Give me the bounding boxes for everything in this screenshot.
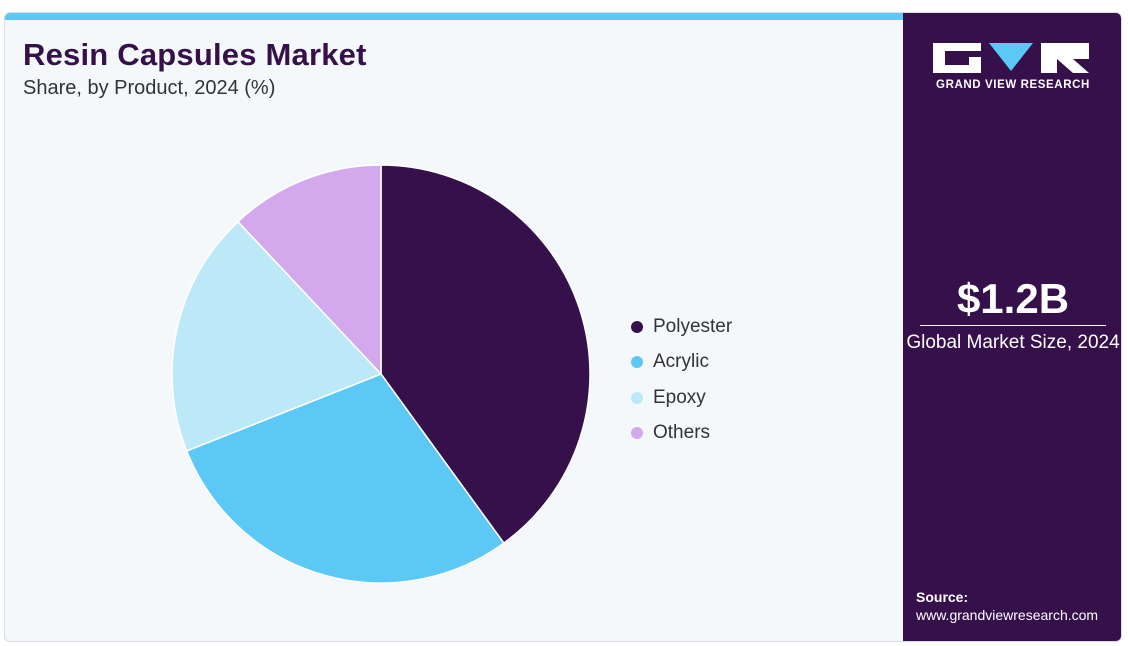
- pie-slice-polyester: [380, 164, 591, 545]
- legend-swatch: [631, 391, 643, 404]
- legend-label: Polyester: [653, 315, 733, 337]
- legend-item-acrylic: Acrylic: [631, 345, 732, 381]
- accent-bar: [5, 13, 903, 20]
- chart-card: Resin Capsules Market Share, by Product,…: [4, 12, 1122, 642]
- legend-label: Acrylic: [653, 351, 709, 373]
- legend-item-polyester: Polyester: [631, 309, 732, 345]
- brand-name: GRAND VIEW RESEARCH: [936, 79, 1090, 91]
- source-url: www.grandviewresearch.com: [916, 607, 1099, 623]
- pie-slice-acrylic: [185, 373, 505, 584]
- legend-label: Others: [653, 422, 711, 444]
- chart-subtitle: Share, by Product, 2024 (%): [23, 77, 276, 99]
- grand-view-research-logo: [933, 43, 1089, 73]
- legend-item-others: Others: [631, 416, 732, 452]
- market-size-value: $1.2B: [956, 275, 1070, 322]
- chart-legend: Polyester Acrylic Epoxy Others: [631, 309, 732, 451]
- chart-title: Resin Capsules Market: [23, 37, 367, 72]
- pie-chart: [171, 164, 591, 584]
- legend-label: Epoxy: [653, 386, 706, 408]
- divider: [920, 325, 1106, 326]
- legend-swatch: [631, 320, 643, 333]
- sidebar-panel: GRAND VIEW RESEARCH $1.2B Global Market …: [903, 13, 1121, 641]
- legend-swatch: [631, 356, 643, 369]
- source-label: Source:: [916, 589, 969, 605]
- market-size-label: Global Market Size, 2024: [906, 332, 1120, 353]
- legend-item-epoxy: Epoxy: [631, 380, 732, 416]
- pie-slice-epoxy: [171, 220, 383, 452]
- legend-swatch: [631, 427, 643, 440]
- pie-slice-others: [236, 164, 382, 376]
